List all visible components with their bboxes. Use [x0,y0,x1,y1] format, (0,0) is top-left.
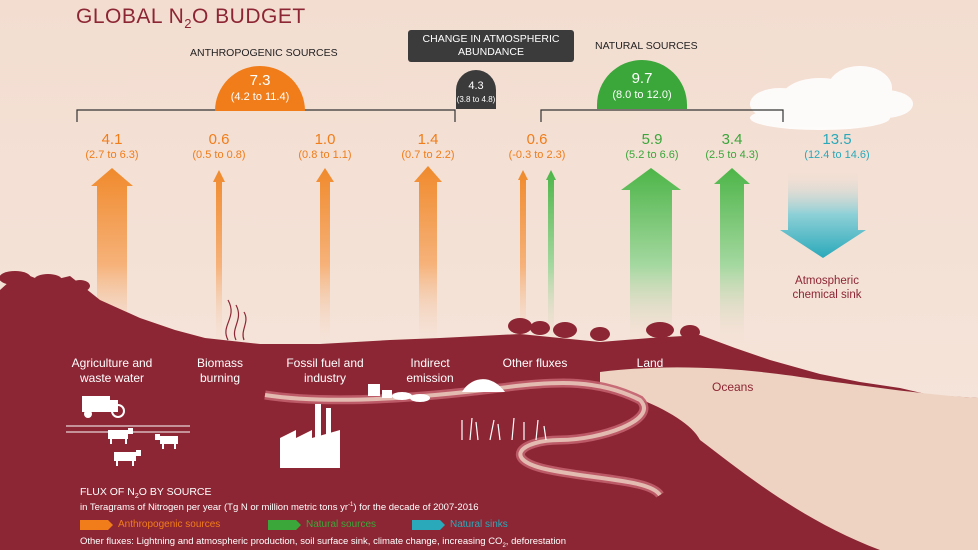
legend-anthropogenic: Anthropogenic sources [118,519,221,530]
buildings-icon [368,384,430,402]
arrow-other-natural [546,170,556,345]
legend-sinks: Natural sinks [450,519,508,530]
anthropogenic-header: ANTHROPOGENIC SOURCES [190,47,338,59]
change-bubble [456,70,496,109]
flux-value-other: 0.6 [526,131,548,148]
flux-value-fossil: 1.0 [314,131,336,148]
label-biomass: Biomass burning [196,356,243,385]
label-other-fluxes: Other fluxes [502,356,568,370]
change-callout: CHANGE IN ATMOSPHERIC ABUNDANCE [408,30,574,62]
natural-header: NATURAL SOURCES [595,40,698,52]
flux-range-biomass: (0.5 to 0.8) [192,149,246,161]
anthropogenic-total: 7.3 [249,72,271,89]
flux-range-agriculture: (2.7 to 6.3) [85,149,139,161]
flux-value-sink: 13.5 [822,131,852,148]
arrow-land [621,168,681,345]
ocean [600,367,978,550]
arrow-indirect [414,166,442,345]
haystack-icon [462,379,505,392]
smoke-icon [225,299,247,341]
label-fossil: Fossil fuel and industry [286,356,364,385]
label-oceans: Oceans [712,380,754,394]
factory-icon [280,404,340,468]
flux-value-land: 5.9 [641,131,663,148]
flux-value-oceans: 3.4 [721,131,743,148]
page-title: GLOBAL N2O BUDGET [76,5,306,32]
land-mass [0,272,978,550]
flux-range-indirect: (0.7 to 2.2) [401,149,455,161]
arrow-oceans [714,168,750,345]
flux-range-land: (5.2 to 6.6) [625,149,679,161]
wetland-reeds-icon [461,417,547,441]
flux-value-biomass: 0.6 [208,131,230,148]
flux-range-oceans: (2.5 to 4.3) [705,149,759,161]
legend-swatches [80,520,445,530]
legend-units: in Teragrams of Nitrogen per year (Tg N … [80,502,479,514]
flux-arrows [91,166,866,345]
cow-icons [108,428,178,466]
label-atmospheric-sink: Atmospheric chemical sink [792,275,862,301]
trees [0,271,700,341]
arrow-fossil [316,168,334,345]
label-agriculture: Agriculture and waste water [71,356,153,385]
cloud [750,66,913,130]
arrow-biomass [213,170,225,345]
label-indirect: Indirect emission [406,356,454,385]
natural-range: (8.0 to 12.0) [612,89,672,101]
flux-range-other: (-0.3 to 2.3) [508,149,566,161]
flux-range-sink: (12.4 to 14.6) [804,149,870,161]
change-total: 4.3 [468,80,484,92]
legend-other-fluxes: Other fluxes: Lightning and atmospheric … [80,536,567,549]
legend-heading: FLUX OF N2O BY SOURCE [80,486,212,501]
flux-value-agriculture: 4.1 [101,131,123,148]
tractor-icon [82,396,125,418]
arrow-sink [780,170,866,258]
legend-natural: Natural sources [306,519,377,530]
flux-range-fossil: (0.8 to 1.1) [298,149,352,161]
arrow-other-anthro [518,170,528,345]
natural-total: 9.7 [631,70,653,87]
flux-value-indirect: 1.4 [417,131,439,148]
change-range: (3.8 to 4.8) [456,95,496,104]
label-land: Land [636,356,664,370]
anthropogenic-range: (4.2 to 11.4) [230,91,290,103]
